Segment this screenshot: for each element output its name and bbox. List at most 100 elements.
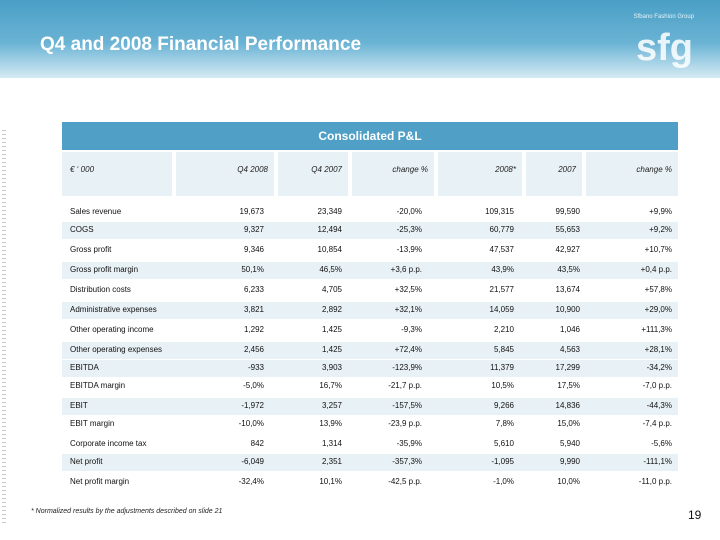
col-header-2008: 2008* xyxy=(438,152,522,196)
table-row: Net profit -6,049 2,351 -357,3% -1,095 9,990 -… xyxy=(62,454,678,471)
table-row: EBITDA margin -5,0% 16,7% -21,7 p.p. 10,5% 17… xyxy=(62,378,678,395)
table-cell: -34,2% xyxy=(646,363,672,372)
table-cell: 21,577 xyxy=(489,285,514,294)
page-number: 19 xyxy=(688,508,702,522)
table-cell: 17,299 xyxy=(555,363,580,372)
table-cell: -1,0% xyxy=(493,477,514,486)
header-banner xyxy=(0,0,720,78)
table-cell: 6,233 xyxy=(243,285,264,294)
col-header-q4-2007: Q4 2007 xyxy=(278,152,348,196)
table-cell: 1,046 xyxy=(559,325,580,334)
page-title: Q4 and 2008 Financial Performance xyxy=(40,34,362,55)
table-cell: 13,674 xyxy=(555,285,580,294)
svg-text:sfg: sfg xyxy=(636,27,693,69)
table-cell: 4,705 xyxy=(321,285,342,294)
table-cell: 9,266 xyxy=(493,401,514,410)
table-row: Sales revenue 19,673 23,349 -20,0% 109,315 99… xyxy=(62,204,678,221)
table-row: Net profit margin -32,4% 10,1% -42,5 p.p. -1… xyxy=(62,474,678,491)
table-cell: 10,1% xyxy=(319,477,342,486)
table-cell: 43,5% xyxy=(557,265,580,274)
table-cell: +111,3% xyxy=(641,325,672,334)
table-cell: 1,425 xyxy=(321,345,342,354)
dotted-divider xyxy=(2,130,6,525)
table-cell: 3,903 xyxy=(321,363,342,372)
table-cell: 14,059 xyxy=(489,305,514,314)
table-cell: 99,590 xyxy=(555,207,580,216)
table-cell: -1,972 xyxy=(241,401,264,410)
row-label: Gross profit xyxy=(70,245,112,254)
row-label: Other operating income xyxy=(70,325,154,334)
section-title: Consolidated P&L xyxy=(318,129,422,143)
table-cell: 60,779 xyxy=(489,225,514,234)
table-cell: 4,563 xyxy=(559,345,580,354)
table-cell: -9,3% xyxy=(401,325,422,334)
table-cell: -32,4% xyxy=(238,477,264,486)
row-label: EBIT margin xyxy=(70,419,115,428)
table-cell: -20,0% xyxy=(396,207,422,216)
col-header-text: change % xyxy=(392,165,428,174)
table-cell: +72,4% xyxy=(394,345,422,354)
table-cell: 50,1% xyxy=(241,265,264,274)
table-cell: 14,836 xyxy=(555,401,580,410)
footnote: * Normalized results by the adjustments … xyxy=(31,508,223,515)
table-cell: +32,5% xyxy=(394,285,422,294)
col-header-currency: € ‘ 000 xyxy=(70,165,95,174)
row-label: Distribution costs xyxy=(70,285,131,294)
table-cell: -5,0% xyxy=(243,381,264,390)
row-label: EBITDA xyxy=(70,363,99,372)
table-cell: -933 xyxy=(247,363,264,372)
table-cell: 2,210 xyxy=(493,325,514,334)
table-cell: 7,8% xyxy=(495,419,514,428)
table-cell: -35,9% xyxy=(396,439,422,448)
table-cell: 3,821 xyxy=(243,305,264,314)
table-row: Administrative expenses 3,821 2,892 +32,1% 1… xyxy=(62,302,678,319)
table-cell: 11,379 xyxy=(490,363,514,372)
table-cell: 42,927 xyxy=(555,245,580,254)
col-header-label: € ‘ 000 xyxy=(62,152,172,196)
table-cell: 10,854 xyxy=(317,245,342,254)
table-cell: 12,494 xyxy=(317,225,342,234)
table-row: Gross profit margin 50,1% 46,5% +3,6 p.p. 43… xyxy=(62,262,678,279)
table-cell: -157,5% xyxy=(392,401,422,410)
table-cell: 1,292 xyxy=(243,325,264,334)
row-label: EBITDA margin xyxy=(70,381,126,390)
table-row: Other operating expenses 2,456 1,425 +72,4%… xyxy=(62,342,678,359)
table-row: Other operating income 1,292 1,425 -9,3% 2,2… xyxy=(62,322,678,339)
table-cell: 16,7% xyxy=(319,381,342,390)
table-cell: -7,4 p.p. xyxy=(642,419,672,428)
col-header-text: Q4 2008 xyxy=(237,165,268,174)
table-cell: +9,2% xyxy=(649,225,672,234)
table-cell: 5,845 xyxy=(493,345,514,354)
table-row: COGS 9,327 12,494 -25,3% 60,779 55,653 +9,2% xyxy=(62,222,678,239)
table-cell: -11,0 p.p. xyxy=(638,477,672,486)
table-cell: 55,653 xyxy=(555,225,580,234)
table-cell: 1,314 xyxy=(321,439,342,448)
table-cell: -21,7 p.p. xyxy=(388,381,422,390)
table-cell: -5,6% xyxy=(651,439,672,448)
table-cell: -357,3% xyxy=(392,457,422,466)
table-row: Gross profit 9,346 10,854 -13,9% 47,537 42,92… xyxy=(62,242,678,259)
table-cell: 2,892 xyxy=(321,305,342,314)
table-cell: 10,5% xyxy=(491,381,514,390)
col-header-change-q4: change % xyxy=(352,152,434,196)
table-cell: 17,5% xyxy=(557,381,580,390)
table-cell: 109,315 xyxy=(485,207,514,216)
table-row: EBITDA -933 3,903 -123,9% 11,379 17,299 -34,2% xyxy=(62,360,678,377)
col-header-text: change % xyxy=(636,165,672,174)
table-cell: 19,673 xyxy=(239,207,264,216)
table-cell: 47,537 xyxy=(489,245,514,254)
table-cell: -13,9% xyxy=(396,245,422,254)
col-header-q4-2008: Q4 2008 xyxy=(176,152,274,196)
row-label: COGS xyxy=(70,225,94,234)
table-cell: -44,3% xyxy=(646,401,672,410)
table-cell: -25,3% xyxy=(396,225,422,234)
table-cell: 2,351 xyxy=(321,457,342,466)
table-cell: 46,5% xyxy=(319,265,342,274)
table-cell: +32,1% xyxy=(394,305,422,314)
table-row: EBIT -1,972 3,257 -157,5% 9,266 14,836 -44,3% xyxy=(62,398,678,415)
col-header-text: 2008* xyxy=(495,165,516,174)
table-cell: 842 xyxy=(250,439,264,448)
col-header-text: 2007 xyxy=(558,165,576,174)
table-cell: 43,9% xyxy=(491,265,514,274)
table-row: Corporate income tax 842 1,314 -35,9% 5,610 5… xyxy=(62,436,678,453)
